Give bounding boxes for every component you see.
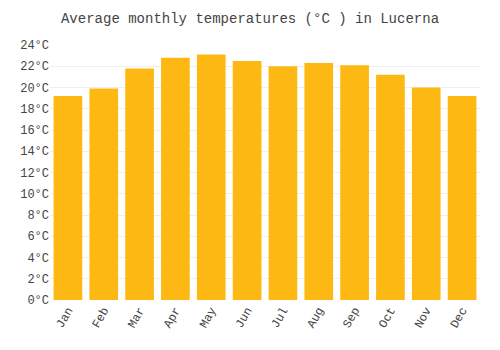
svg-text:10°C: 10°C <box>20 188 49 202</box>
svg-text:18°C: 18°C <box>20 103 49 117</box>
svg-text:Oct: Oct <box>376 305 399 331</box>
svg-text:Sep: Sep <box>340 305 363 331</box>
svg-text:4°C: 4°C <box>27 252 49 266</box>
svg-text:Average monthly temperatures (: Average monthly temperatures (°C ) in Lu… <box>61 11 439 27</box>
svg-text:6°C: 6°C <box>27 230 49 244</box>
svg-text:Aug: Aug <box>304 305 327 331</box>
svg-text:Jul: Jul <box>269 305 292 331</box>
svg-text:14°C: 14°C <box>20 145 49 159</box>
svg-text:2°C: 2°C <box>27 273 49 287</box>
svg-text:12°C: 12°C <box>20 167 49 181</box>
svg-text:Apr: Apr <box>161 305 184 331</box>
svg-text:20°C: 20°C <box>20 82 49 96</box>
svg-text:22°C: 22°C <box>20 60 49 74</box>
svg-text:0°C: 0°C <box>27 294 49 308</box>
svg-text:Jun: Jun <box>233 305 256 331</box>
svg-text:Jan: Jan <box>54 305 77 331</box>
svg-text:Dec: Dec <box>448 305 471 331</box>
svg-text:May: May <box>197 305 220 331</box>
svg-text:Nov: Nov <box>412 305 435 331</box>
svg-text:16°C: 16°C <box>20 124 49 138</box>
svg-text:24°C: 24°C <box>20 39 49 53</box>
svg-text:Feb: Feb <box>89 305 112 331</box>
svg-text:Mar: Mar <box>125 305 148 331</box>
svg-text:8°C: 8°C <box>27 209 49 223</box>
